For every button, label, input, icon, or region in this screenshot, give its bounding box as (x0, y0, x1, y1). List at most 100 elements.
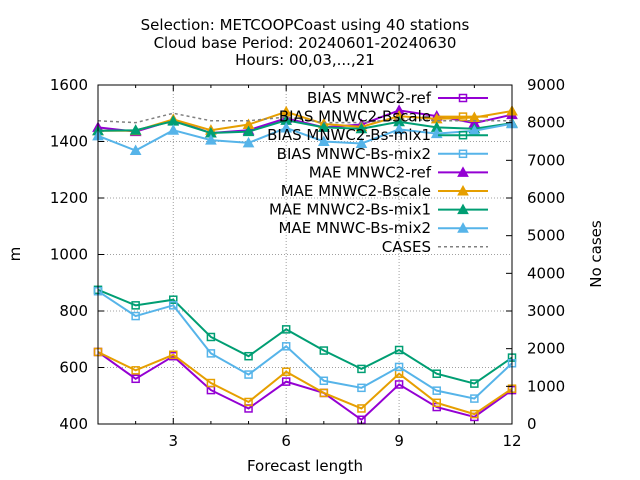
point-bias-mnwc2-bs-mix1-7 (319, 346, 329, 355)
point-mae-mnwc-bs-mix2-8 (355, 137, 368, 148)
point-bias-mnwc2-bscale-2 (131, 366, 140, 375)
y-left-tick-label-600: 600 (59, 359, 88, 377)
series-bias-mnwc2-bscale (93, 347, 517, 419)
legend-entry-bias-mnwc2-ref: BIAS MNWC2-ref (307, 89, 488, 107)
point-bias-mnwc-bs-mix2-7 (319, 376, 329, 386)
legend-label-bias-mnwc2-bscale: BIAS MNWC2-Bscale (279, 108, 431, 126)
y-right-tick-label-2000: 2000 (527, 340, 565, 358)
point-bias-mnwc2-bscale-7 (319, 388, 329, 398)
series-bias-mnwc-bs-mix2 (93, 286, 517, 403)
point-mae-mnwc2-bs-mix1-8 (355, 122, 368, 134)
legend-marker-bias-mnwc-bs-mix2 (458, 149, 468, 159)
series-line-bias-mnwc2-bscale (97, 351, 513, 416)
point-bias-mnwc2-ref-9 (394, 380, 404, 389)
point-mae-mnwc-bs-mix2-4 (205, 134, 217, 145)
point-bias-mnwc2-bs-mix1-5 (244, 351, 253, 361)
y-left-tick-label-1600: 1600 (50, 76, 88, 94)
legend-marker-mae-mnwc2-ref (457, 166, 469, 177)
point-bias-mnwc2-bs-mix1-10 (432, 369, 441, 378)
y-left-tick-label-1200: 1200 (50, 189, 88, 207)
point-bias-mnwc2-ref-6 (281, 377, 291, 386)
x-tick-label-3: 3 (168, 432, 178, 450)
legend-marker-bias-mnwc2-ref (458, 93, 468, 103)
series-line-bias-mnwc2-bs-mix1 (97, 288, 513, 385)
y-right-tick-label-4000: 4000 (527, 264, 565, 282)
legend-label-bias-mnwc-bs-mix2: BIAS MNWC-Bs-mix2 (277, 145, 431, 163)
axis-ticks: 3 6 9 12 400 600 800 1000 1200 1400 1600 0 1000 2000 3… (50, 76, 565, 450)
point-bias-mnwc2-bscale-11 (470, 409, 479, 419)
title-line-2: Cloud base Period: 20240601-20240630 (154, 34, 457, 52)
title-line-1: Selection: METCOOPCoast using 40 station… (141, 16, 470, 34)
point-bias-mnwc-bs-mix2-11 (470, 394, 479, 403)
legend-entry-mae-mnwc-bs-mix2: MAE MNWC-Bs-mix2 (278, 219, 488, 237)
legend-entry-bias-mnwc-bs-mix2: BIAS MNWC-Bs-mix2 (277, 145, 488, 163)
point-bias-mnwc2-bs-mix1-11 (470, 379, 479, 388)
point-bias-mnwc2-bscale-6 (281, 367, 291, 376)
point-bias-mnwc-bs-mix2-5 (244, 370, 253, 379)
y-right-tick-label-1000: 1000 (527, 377, 565, 395)
point-bias-mnwc2-bscale-3 (169, 350, 178, 360)
x-tick-label-9: 9 (394, 432, 404, 450)
point-mae-mnwc2-bs-mix1-7 (317, 121, 330, 132)
y-right-tick-label-9000: 9000 (527, 76, 565, 94)
point-mae-mnwc-bs-mix2-3 (167, 124, 180, 135)
point-bias-mnwc-bs-mix2-4 (206, 349, 216, 358)
y-right-tick-label-5000: 5000 (527, 227, 565, 245)
x-tick-label-12: 12 (502, 432, 521, 450)
legend-label-mae-mnwc2-bs-mix1: MAE MNWC2-Bs-mix1 (269, 201, 431, 219)
y-right-tick-label-3000: 3000 (527, 302, 565, 320)
point-bias-mnwc-bs-mix2-3 (169, 301, 178, 310)
point-bias-mnwc2-bs-mix1-9 (394, 345, 404, 355)
point-mae-mnwc-bs-mix2-9 (393, 123, 405, 134)
point-mae-mnwc2-bs-mix1-2 (129, 124, 142, 135)
series-mae-mnwc-bs-mix2 (92, 117, 518, 156)
point-bias-mnwc2-bscale-5 (244, 397, 253, 407)
point-bias-mnwc-bs-mix2-6 (281, 342, 291, 351)
legend-marker-mae-mnwc-bs-mix2 (457, 222, 469, 233)
point-bias-mnwc2-bs-mix1-6 (281, 325, 291, 334)
point-bias-mnwc2-bs-mix1-4 (206, 332, 216, 342)
point-bias-mnwc2-bs-mix1-2 (131, 301, 140, 310)
legend-label-cases: CASES (382, 238, 431, 256)
series-line-bias-mnwc-bs-mix2 (97, 290, 513, 400)
legend-entry-cases: CASES (382, 238, 488, 256)
point-bias-mnwc2-ref-2 (131, 374, 140, 384)
legend-entry-mae-mnwc2-ref: MAE MNWC2-ref (309, 163, 488, 181)
series-line-bias-mnwc2-ref (97, 351, 513, 422)
legend-entry-mae-mnwc2-bs-mix1: MAE MNWC2-Bs-mix1 (269, 201, 488, 219)
series-line-mae-mnwc-bs-mix2 (97, 122, 513, 152)
legend-marker-mae-mnwc2-bs-mix1 (457, 203, 469, 215)
x-tick-label-6: 6 (281, 432, 291, 450)
y-right-tick-label-7000: 7000 (527, 151, 565, 169)
point-bias-mnwc-bs-mix2-9 (394, 362, 404, 372)
legend-label-mae-mnwc-bs-mix2: MAE MNWC-Bs-mix2 (278, 219, 431, 237)
y-axis-label-right: No cases (587, 220, 605, 288)
y-left-tick-label-1000: 1000 (50, 246, 88, 264)
legend-label-mae-mnwc2-ref: MAE MNWC2-ref (309, 163, 432, 181)
point-mae-mnwc-bs-mix2-2 (129, 144, 142, 156)
point-mae-mnwc2-bs-mix1-5 (242, 125, 255, 137)
point-mae-mnwc-bs-mix2-5 (242, 136, 255, 148)
y-axis-label-left: m (6, 247, 24, 262)
y-right-tick-label-0: 0 (527, 415, 537, 433)
point-bias-mnwc2-bscale-4 (206, 378, 216, 388)
legend-entry-bias-mnwc2-bs-mix1: BIAS MNWC2-Bs-mix1 (267, 126, 488, 144)
series-bias-mnwc2-bs-mix1 (93, 285, 517, 388)
point-bias-mnwc2-bscale-8 (357, 404, 366, 413)
series-line-mae-mnwc2-bscale (98, 110, 513, 132)
x-axis-label: Forecast length (247, 457, 363, 475)
legend-marker-mae-mnwc2-bscale (457, 184, 469, 196)
y-left-tick-label-800: 800 (59, 302, 88, 320)
point-mae-mnwc-bs-mix2-7 (317, 135, 330, 146)
chart-title: Selection: METCOOPCoast using 40 station… (141, 16, 470, 69)
y-left-tick-label-1400: 1400 (50, 133, 88, 151)
legend-label-bias-mnwc2-bs-mix1: BIAS MNWC2-Bs-mix1 (267, 126, 431, 144)
y-right-tick-label-8000: 8000 (527, 114, 565, 132)
y-right-tick-label-6000: 6000 (527, 189, 565, 207)
legend-label-bias-mnwc2-ref: BIAS MNWC2-ref (307, 89, 432, 107)
series-bias-mnwc2-ref (93, 347, 517, 425)
legend-label-mae-mnwc2-bscale: MAE MNWC2-Bscale (281, 182, 431, 200)
legend-marker-bias-mnwc2-bscale (458, 112, 468, 121)
